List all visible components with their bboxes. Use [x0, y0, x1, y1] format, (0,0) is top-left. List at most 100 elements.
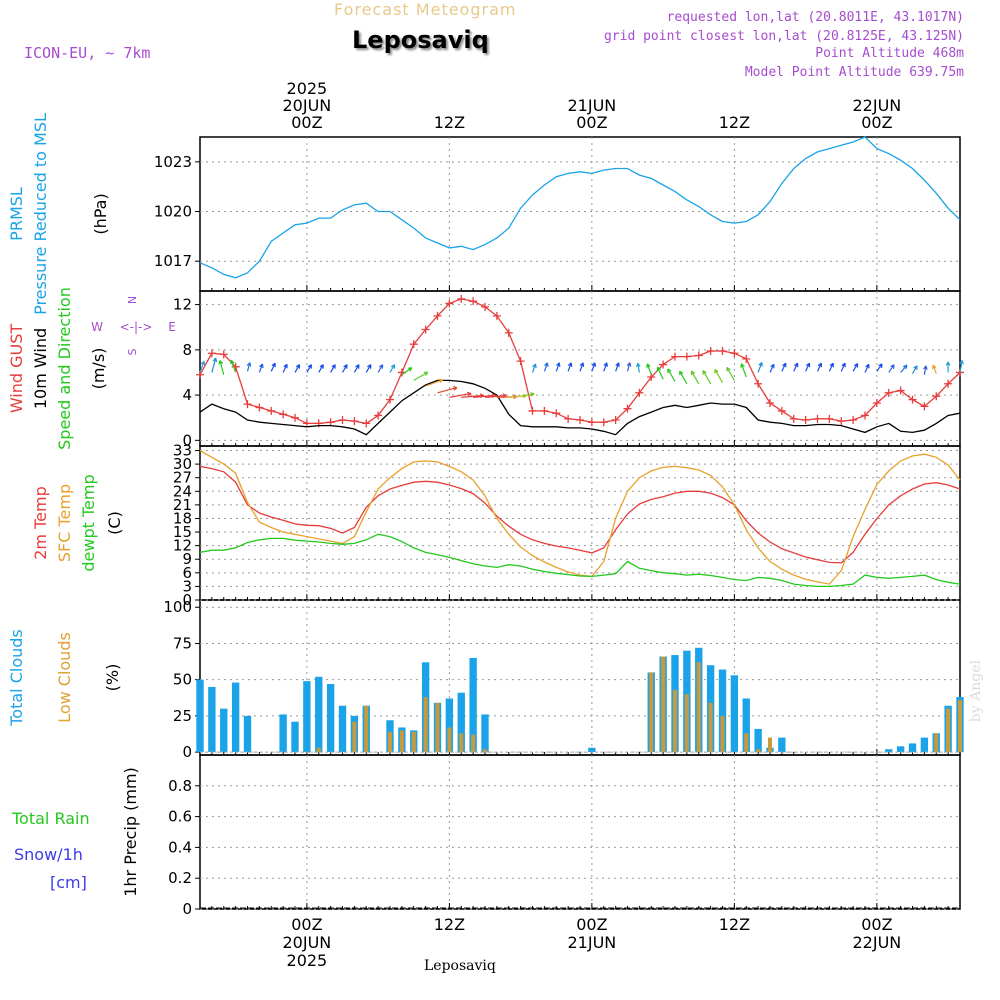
bar-low	[423, 697, 428, 753]
bar-low	[744, 733, 749, 753]
series-line-tsfc	[199, 449, 961, 585]
ylabel-wind: (m/s)	[89, 348, 108, 390]
gust-marker	[516, 357, 525, 366]
gust-marker	[932, 392, 941, 401]
bar-total	[243, 715, 252, 753]
bar-low	[767, 737, 773, 753]
wind-arrow	[330, 364, 336, 373]
gust-marker	[302, 419, 311, 428]
wind-arrow	[401, 367, 413, 376]
ylabel-pressure: PRMSL	[7, 187, 26, 241]
time-label-top: 12Z	[719, 113, 750, 132]
wind-arrow	[781, 362, 787, 372]
wind-arrow	[911, 365, 918, 374]
ylabel-rain: Total Rain	[11, 809, 90, 828]
wind-arrow	[852, 363, 859, 372]
wind-arrow	[702, 370, 712, 385]
gust-marker	[279, 410, 288, 419]
ytick-label: 0	[182, 743, 192, 761]
compass-north: N	[126, 296, 139, 304]
ytick-label: 8	[182, 341, 192, 359]
grid-point-coords: grid point closest lon,lat (20.8125E, 43…	[603, 29, 964, 44]
wind-arrow	[425, 378, 444, 387]
wind-arrow	[199, 360, 206, 373]
gust-marker	[267, 406, 276, 415]
gust-marker	[801, 415, 810, 424]
bar-total	[457, 692, 465, 753]
ytick-label: 0	[182, 900, 192, 918]
gust-marker	[742, 354, 751, 363]
time-label-top: 2025	[287, 79, 328, 98]
ytick-label: 4	[182, 386, 192, 404]
bar-total	[718, 669, 727, 753]
gust-marker	[338, 415, 347, 424]
gust-marker	[326, 418, 335, 427]
compass-east: E	[168, 320, 176, 334]
bar-low	[387, 731, 393, 753]
gust-marker	[944, 379, 953, 388]
bar-low	[447, 727, 452, 753]
wind-arrow	[567, 362, 573, 372]
gust-marker	[409, 340, 418, 349]
wind-arrow	[318, 364, 324, 373]
ylabel-clouds: Total Clouds	[7, 629, 26, 727]
gust-marker	[766, 399, 774, 408]
ylabel-temperature: 2m Temp	[31, 486, 50, 560]
series-line-t2m	[199, 465, 961, 564]
ytick-label: 100	[163, 598, 192, 616]
bar-low	[957, 699, 963, 753]
ylabel-pressure: (hPa)	[91, 193, 110, 234]
gust-marker	[255, 403, 264, 412]
wind-arrow	[793, 362, 799, 372]
wind-arrow	[218, 360, 225, 375]
gust-marker	[718, 346, 727, 355]
bar-total	[231, 682, 240, 753]
ytick-label: 0	[182, 431, 192, 449]
gust-marker	[694, 351, 703, 360]
wind-arrow	[876, 363, 883, 372]
panel-frame	[199, 136, 961, 292]
time-label-bottom: 00Z	[861, 915, 892, 934]
ytick-label: 21	[173, 496, 192, 514]
bar-low	[720, 715, 725, 753]
time-label-bottom: 00Z	[291, 915, 322, 934]
wind-arrow	[726, 366, 735, 381]
wind-arrow	[579, 362, 585, 372]
requested-coords: requested lon,lat (20.8011E, 43.1017N)	[666, 10, 964, 25]
gust-marker	[754, 379, 763, 388]
gust-marker	[730, 349, 739, 358]
bar-total	[481, 714, 489, 753]
wind-arrow	[646, 363, 652, 375]
station-title: Leposaviq	[352, 26, 489, 54]
gust-marker	[528, 406, 537, 415]
bar-total	[469, 657, 477, 753]
bar-low	[756, 749, 761, 753]
bar-total	[445, 698, 454, 753]
model-label: ICON-EU, ~ 7km	[24, 44, 151, 62]
wind-arrow	[520, 392, 535, 397]
gust-marker	[504, 328, 513, 337]
wind-arrow	[294, 364, 301, 373]
series-line-wind10m	[199, 379, 961, 436]
compass-west: W	[91, 320, 103, 334]
wind-arrow	[656, 366, 664, 380]
wind-arrow	[246, 362, 252, 372]
time-label-bottom: 12Z	[434, 915, 465, 934]
gust-marker	[421, 325, 430, 334]
ytick-label: 0	[182, 591, 192, 609]
ytick-label: 33	[173, 442, 192, 460]
gust-marker	[291, 413, 299, 422]
ytick-label: 0.4	[168, 838, 192, 856]
wind-arrow	[828, 362, 834, 372]
bar-low	[471, 734, 476, 753]
bar-low	[661, 656, 666, 753]
ylabel-snow: Snow/1h	[14, 845, 83, 864]
ylabel-clouds: Low Clouds	[55, 632, 74, 723]
bar-low	[708, 702, 713, 753]
bar-low	[316, 747, 321, 753]
ylabel-temperature: SFC Temp	[55, 484, 74, 562]
bar-total	[338, 705, 347, 753]
bar-total	[315, 676, 323, 753]
ytick-label: 1017	[154, 252, 192, 270]
gust-marker	[777, 406, 786, 415]
